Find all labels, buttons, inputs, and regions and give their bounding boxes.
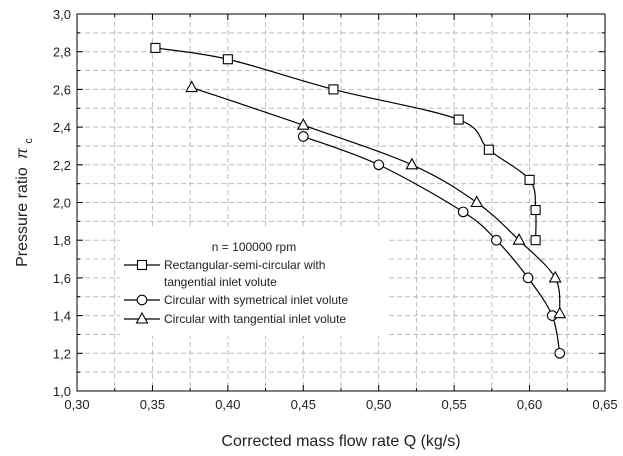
- series-2-point-circle: [373, 159, 385, 171]
- legend-items: Rectangular-semi-circular with tangential…: [124, 258, 348, 326]
- y-axis-title-text: Pressure ratio: [14, 167, 31, 267]
- series-3-point-triangle: [185, 80, 199, 93]
- series-1-point-square: [483, 144, 494, 155]
- x-tick-label: 0,35: [140, 397, 165, 412]
- y-tick-label: 2,4: [53, 120, 71, 135]
- x-axis-title: Corrected mass flow rate Q (kg/s): [221, 433, 460, 450]
- series-3-point-triangle: [512, 233, 526, 245]
- y-tick-label: 1,4: [53, 309, 71, 324]
- series-3-point-triangle: [296, 118, 310, 130]
- series-1-point-square: [530, 235, 541, 246]
- y-axis-title-subscript: c: [23, 138, 35, 144]
- y-tick-label: 1,2: [53, 346, 71, 361]
- series-3-point-triangle: [405, 157, 419, 170]
- series-1-point-square: [453, 114, 464, 125]
- series-2-point-circle: [522, 272, 534, 284]
- legend-label-2: Circular with symetrical inlet volute: [164, 293, 348, 307]
- series-2-point-circle: [457, 206, 469, 218]
- series-2-point-circle: [491, 234, 502, 246]
- legend-label-1: Rectangular-semi-circular with: [164, 258, 325, 272]
- series-1-point-square: [328, 84, 339, 95]
- series-1-point-square: [530, 204, 541, 216]
- legend-marker-triangle: [135, 311, 149, 324]
- legend-box: [120, 226, 388, 336]
- legend: n = 100000 rpm Rectangular-semi-circular…: [120, 226, 388, 336]
- series-3-point-triangle: [548, 270, 562, 283]
- x-tick-label: 0,55: [441, 397, 466, 412]
- x-tick-label: 0,60: [517, 397, 542, 412]
- series-2-point-circle: [554, 347, 566, 359]
- y-axis-title: Pressure ratio π c: [14, 138, 35, 267]
- y-tick-label: 2,8: [53, 45, 71, 60]
- x-tick-label: 0,30: [64, 397, 89, 412]
- series-1-point-square: [222, 54, 233, 65]
- legend-marker-circle: [136, 294, 148, 306]
- series-markers: [150, 42, 567, 359]
- y-tick-label: 1,6: [53, 271, 71, 286]
- series-line-1: [155, 47, 537, 241]
- series-3-point-triangle: [553, 306, 567, 319]
- series-2-point-circle: [297, 131, 309, 142]
- x-tick-label: 0,65: [592, 397, 617, 412]
- axis-ticks: 0,30 0,35 0,40 0,45 0,50 0,55 0,60 0,65 1,0 1,2 1,…: [53, 7, 618, 412]
- x-tick-label: 0,40: [215, 397, 240, 412]
- series-1-point-square: [524, 174, 535, 185]
- y-tick-label: 2,2: [53, 158, 71, 173]
- x-tick-label: 0,45: [291, 397, 316, 412]
- y-axis-title-symbol: π: [14, 148, 31, 159]
- y-tick-label: 2,0: [53, 196, 71, 211]
- legend-marker-square: [136, 259, 148, 271]
- legend-label-1: tangential inlet volute: [164, 275, 277, 289]
- y-tick-label: 1,8: [53, 233, 71, 248]
- y-axis-title-group: Pressure ratio π c: [14, 138, 35, 267]
- y-tick-label: 3,0: [53, 7, 71, 22]
- series-1-point-square: [150, 42, 161, 53]
- legend-label-3: Circular with tangential inlet volute: [164, 312, 346, 326]
- legend-title: n = 100000 rpm: [212, 240, 296, 254]
- y-tick-label: 2,6: [53, 82, 71, 97]
- x-tick-label: 0,50: [366, 397, 391, 412]
- series-3-point-triangle: [470, 195, 484, 208]
- y-tick-label: 1,0: [53, 384, 71, 399]
